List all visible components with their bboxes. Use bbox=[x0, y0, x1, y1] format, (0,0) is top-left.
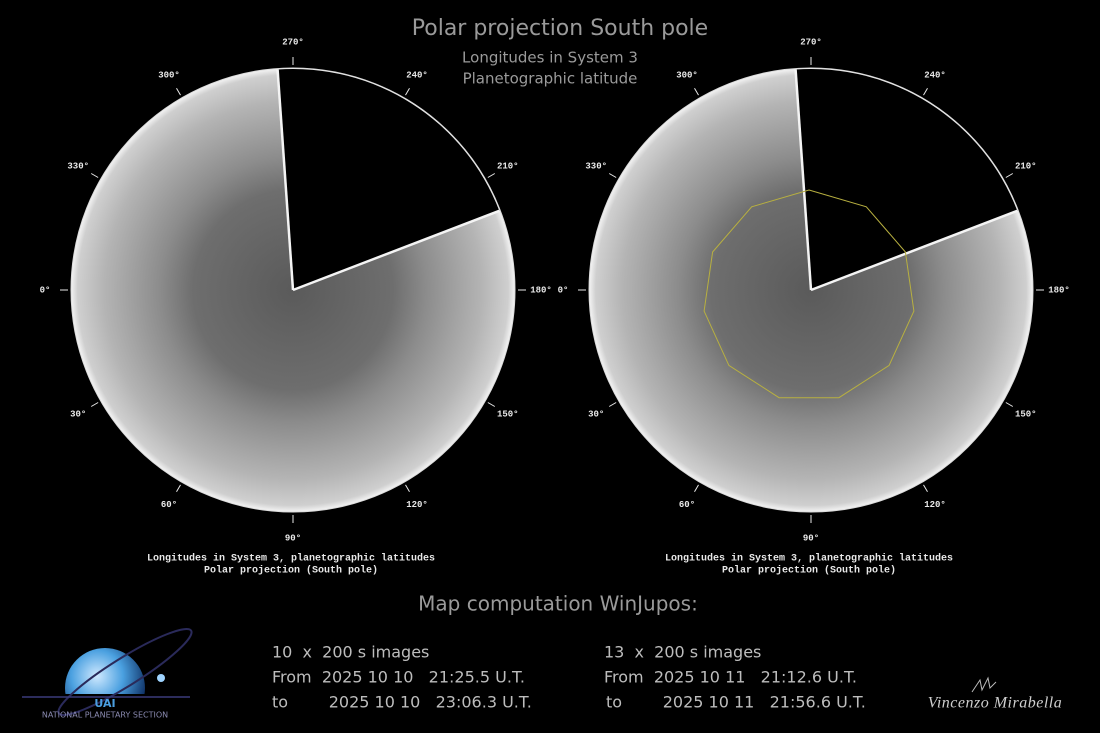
wedge-edge bbox=[292, 209, 500, 292]
wedge-edge bbox=[794, 69, 813, 291]
overlay-polygon bbox=[703, 189, 915, 399]
logo: UAI NATIONAL PLANETARY SECTION bbox=[20, 627, 200, 733]
longitude-label: 0° bbox=[558, 285, 569, 295]
longitude-tick bbox=[176, 87, 181, 96]
obs-line: From 2025 10 10 21:25.5 U.T. bbox=[272, 668, 525, 687]
longitude-tick bbox=[1005, 402, 1014, 407]
no-data-wedge bbox=[795, 68, 1018, 290]
longitude-label: 300° bbox=[676, 71, 698, 81]
longitude-tick bbox=[405, 484, 410, 493]
disk-outline bbox=[588, 67, 1034, 513]
longitude-label: 210° bbox=[497, 161, 519, 171]
panel-caption: Polar projection (South pole) bbox=[722, 565, 896, 577]
signature: Vincenzo Mirabella bbox=[928, 695, 1062, 712]
longitude-tick bbox=[487, 402, 496, 407]
panels: 0° 30° 60° 90° 120° 150° 180° 210° 240° 270° 300° 3… bbox=[40, 37, 1070, 576]
logo-section: NATIONAL PLANETARY SECTION bbox=[42, 711, 168, 720]
longitude-label: 210° bbox=[1015, 161, 1037, 171]
longitude-tick bbox=[608, 402, 617, 407]
longitude-label: 240° bbox=[924, 71, 946, 81]
logo-acronym: UAI bbox=[94, 697, 115, 710]
panel-caption: Longitudes in System 3, planetographic l… bbox=[665, 553, 953, 565]
longitude-label: 180° bbox=[1048, 285, 1070, 295]
longitude-tick bbox=[1005, 173, 1014, 178]
longitude-label: 270° bbox=[800, 37, 822, 47]
logo-mask bbox=[20, 694, 200, 733]
longitude-tick bbox=[608, 173, 617, 178]
longitude-label: 180° bbox=[530, 285, 552, 295]
longitude-tick bbox=[90, 402, 99, 407]
title: Polar projection South pole bbox=[412, 16, 708, 41]
obs-line: 13 x 200 s images bbox=[604, 643, 761, 662]
longitude-tick bbox=[694, 87, 699, 96]
panel-caption: Polar projection (South pole) bbox=[204, 565, 378, 577]
longitude-label: 90° bbox=[285, 533, 301, 543]
longitude-label: 30° bbox=[70, 409, 86, 419]
longitude-label: 0° bbox=[40, 285, 51, 295]
longitude-tick bbox=[176, 484, 181, 493]
logo-orbit bbox=[57, 627, 193, 717]
longitude-tick bbox=[923, 87, 928, 96]
longitude-tick bbox=[90, 173, 99, 178]
obs-line: From 2025 10 11 21:12.6 U.T. bbox=[604, 668, 857, 687]
longitude-label: 300° bbox=[158, 71, 180, 81]
no-data-wedge bbox=[277, 69, 500, 291]
longitude-label: 120° bbox=[406, 500, 428, 510]
panel-caption: Longitudes in System 3, planetographic l… bbox=[147, 553, 435, 565]
longitude-tick bbox=[694, 484, 699, 493]
disk-outline bbox=[70, 67, 516, 513]
footer-heading: Map computation WinJupos: bbox=[418, 592, 698, 616]
wedge-edge bbox=[276, 69, 295, 291]
longitude-label: 30° bbox=[588, 409, 604, 419]
longitude-tick bbox=[487, 173, 496, 178]
longitude-tick bbox=[405, 87, 410, 96]
obs-line: to 2025 10 11 21:56.6 U.T. bbox=[606, 693, 866, 712]
longitude-tick bbox=[923, 484, 928, 493]
signature-mark bbox=[971, 676, 997, 693]
longitude-label: 150° bbox=[1015, 409, 1037, 419]
obs-line: to 2025 10 10 23:06.3 U.T. bbox=[272, 693, 532, 712]
polar-map: 0° 30° 60° 90° 120° 150° 180° 210° 240° 270° 300° 3… bbox=[40, 37, 552, 576]
longitude-label: 270° bbox=[282, 37, 304, 47]
longitude-label: 90° bbox=[803, 533, 819, 543]
subtitle: Planetographic latitude bbox=[463, 70, 638, 88]
subtitle: Longitudes in System 3 bbox=[462, 49, 638, 67]
longitude-label: 240° bbox=[406, 71, 428, 81]
longitude-label: 150° bbox=[497, 409, 519, 419]
longitude-label: 60° bbox=[161, 500, 177, 510]
longitude-label: 330° bbox=[585, 161, 607, 171]
obs-line: 10 x 200 s images bbox=[272, 643, 429, 662]
polar-map: 0° 30° 60° 90° 120° 150° 180° 210° 240° 270° 300° 3… bbox=[558, 37, 1070, 576]
longitude-label: 120° bbox=[924, 500, 946, 510]
longitude-label: 60° bbox=[679, 500, 695, 510]
longitude-label: 330° bbox=[67, 161, 89, 171]
wedge-edge bbox=[810, 209, 1018, 292]
logo-moon bbox=[157, 674, 165, 682]
